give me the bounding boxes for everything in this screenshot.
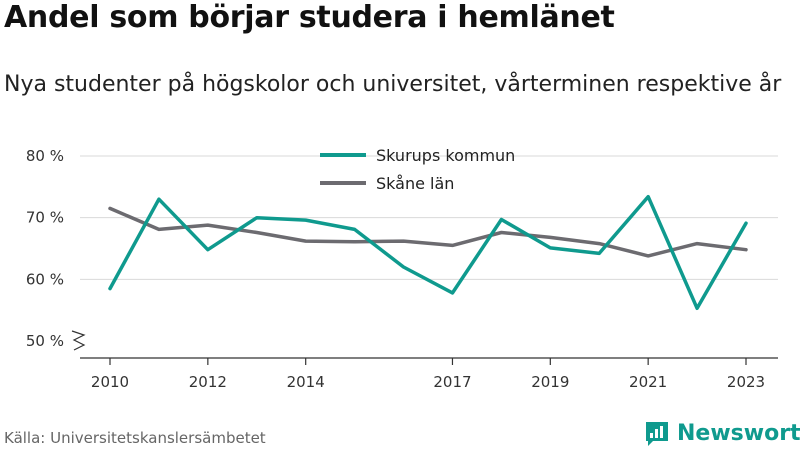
y-tick-label: 60 % [26, 270, 64, 288]
y-tick-label: 70 % [26, 209, 64, 227]
series-line-skane [108, 206, 748, 258]
brand-name: Newsworthy [677, 420, 800, 446]
legend-label: Skurups kommun [376, 146, 515, 165]
newsworthy-logo-icon [646, 422, 668, 446]
axis-break-icon [71, 330, 86, 351]
brand-logo: Newsworthy [643, 418, 800, 448]
legend-label: Skåne län [376, 174, 454, 193]
x-tick-label: 2023 [727, 373, 765, 391]
chart-title: Andel som börjar studera i hemlänet [4, 0, 615, 35]
series-line-skurups [108, 194, 748, 311]
y-tick-label: 50 % [26, 332, 64, 350]
source-note: Källa: Universitetskanslersämbetet [4, 429, 266, 447]
x-tick-label: 2014 [287, 373, 325, 391]
x-tick-label: 2021 [629, 373, 667, 391]
y-tick-label: 80 % [26, 147, 64, 165]
x-tick-label: 2017 [433, 373, 471, 391]
chart-subtitle: Nya studenter på högskolor och universit… [4, 72, 782, 97]
x-tick-label: 2019 [531, 373, 569, 391]
x-tick-label: 2010 [91, 373, 129, 391]
x-tick-label: 2012 [189, 373, 227, 391]
